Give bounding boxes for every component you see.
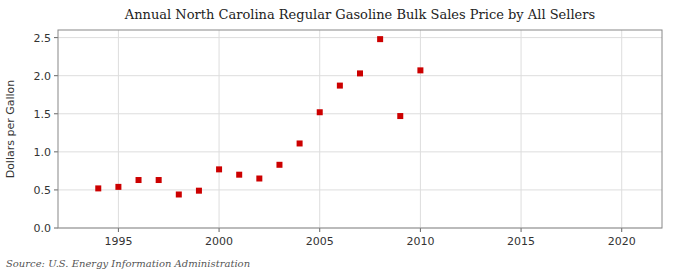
x-tick-label: 1995	[104, 235, 132, 248]
y-grid-line	[58, 113, 662, 114]
grid	[58, 30, 662, 228]
y-tick-label: 1.5	[34, 108, 52, 121]
point	[136, 177, 142, 183]
x-tick-label: 2010	[406, 235, 434, 248]
x-grid-line	[118, 30, 119, 228]
x-tick-label: 2015	[507, 235, 535, 248]
point	[176, 191, 182, 197]
chart: 0.0 0.5 1.0 1.5 2.0 2.5 1995 2000 2005 2010 2015 20…	[0, 0, 675, 275]
point	[256, 176, 262, 182]
x-tick	[621, 228, 622, 232]
point	[397, 113, 403, 119]
y-tick	[54, 37, 58, 38]
y-tick-label: 0.5	[34, 184, 52, 197]
x-grid-line	[420, 30, 421, 228]
point	[95, 185, 101, 191]
point	[276, 162, 282, 168]
y-tick-label: 1.0	[34, 146, 52, 159]
x-grid-line	[219, 30, 220, 228]
point	[417, 67, 423, 73]
points	[95, 36, 423, 197]
y-tick-label: 2.5	[34, 32, 52, 45]
x-tick-label: 2005	[306, 235, 334, 248]
point	[216, 166, 222, 172]
x-grid-line	[521, 30, 522, 228]
point	[196, 188, 202, 194]
point	[115, 184, 121, 190]
y-tick	[54, 228, 58, 229]
x-tick	[319, 228, 320, 232]
x-tick	[219, 228, 220, 232]
point	[156, 177, 162, 183]
y-tick	[54, 189, 58, 190]
y-tick	[54, 75, 58, 76]
source-note: Source: U.S. Energy Information Administ…	[6, 258, 250, 269]
y-grid-line	[58, 151, 662, 152]
point	[377, 36, 383, 42]
point	[297, 140, 303, 146]
point	[337, 83, 343, 89]
x-tick	[118, 228, 119, 232]
y-tick	[54, 151, 58, 152]
point	[317, 109, 323, 115]
y-grid-line	[58, 37, 662, 38]
plot-frame	[58, 30, 662, 228]
x-tick	[420, 228, 421, 232]
x-grid-line	[319, 30, 320, 228]
point	[236, 172, 242, 178]
y-axis-label: Dollars per Gallon	[4, 80, 17, 179]
x-grid-line	[621, 30, 622, 228]
y-tick-label: 0.0	[34, 222, 52, 235]
y-tick-label: 2.0	[34, 70, 52, 83]
y-grid-line	[58, 189, 662, 190]
point	[357, 70, 363, 76]
y-tick	[54, 113, 58, 114]
x-tick-label: 2000	[205, 235, 233, 248]
x-tick-label: 2020	[608, 235, 636, 248]
axes: 0.0 0.5 1.0 1.5 2.0 2.5 1995 2000 2005 2010 2015 20…	[34, 30, 663, 248]
title: Annual North Carolina Regular Gasoline B…	[124, 7, 595, 22]
x-tick	[521, 228, 522, 232]
